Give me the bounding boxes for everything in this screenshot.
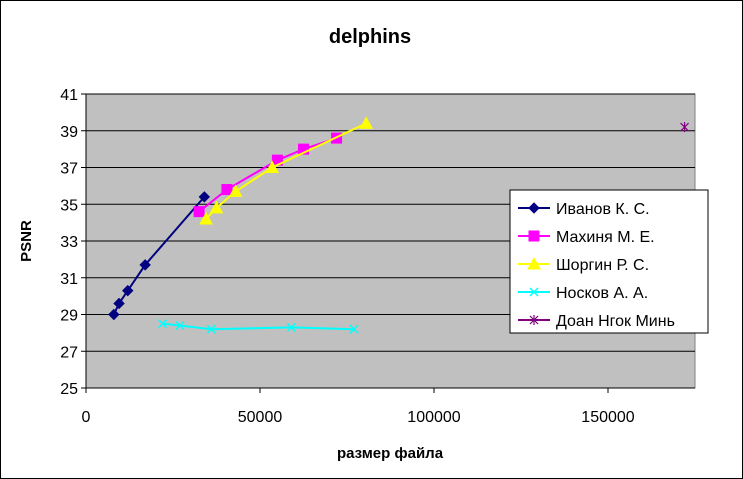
legend-marker xyxy=(528,230,540,242)
x-tick-label: 50000 xyxy=(238,409,283,426)
legend-marker xyxy=(529,287,539,297)
data-point xyxy=(193,206,205,218)
legend-marker xyxy=(527,256,541,270)
legend-marker xyxy=(528,202,540,214)
y-axis-title: PSNR xyxy=(18,220,35,262)
series-1 xyxy=(108,191,211,321)
x-axis-title: размер файла xyxy=(337,445,444,462)
legend-label: Иванов К. С. xyxy=(556,201,650,218)
data-point xyxy=(265,160,280,173)
data-point xyxy=(113,297,125,310)
data-point xyxy=(199,211,213,225)
legend-label: Махиня М. Е. xyxy=(556,229,655,246)
series-5 xyxy=(680,122,689,133)
y-tick-label: 35 xyxy=(60,197,78,214)
data-point xyxy=(228,184,243,197)
y-axis-ticks: 25 27 29 31 33 35 37 39 41 xyxy=(60,87,86,398)
legend-item: Шоргин Р. С. xyxy=(518,256,649,274)
y-tick-label: 33 xyxy=(60,234,78,251)
data-point xyxy=(221,184,233,196)
legend-item: Махиня М. Е. xyxy=(518,229,655,246)
series-4 xyxy=(158,319,359,334)
data-point xyxy=(175,320,185,331)
y-tick-label: 25 xyxy=(60,381,78,398)
series-3 xyxy=(199,116,373,225)
x-tick-label: 150000 xyxy=(581,409,634,426)
data-point xyxy=(349,324,359,334)
data-point xyxy=(286,322,296,332)
data-point xyxy=(122,284,134,297)
y-tick-label: 41 xyxy=(60,87,78,104)
x-tick-label: 100000 xyxy=(407,409,460,426)
y-tick-label: 31 xyxy=(60,271,78,288)
data-point xyxy=(680,122,689,133)
y-tick-label: 39 xyxy=(60,124,78,141)
data-point xyxy=(158,319,168,329)
x-axis-ticks: 0 50000 100000 150000 xyxy=(82,388,635,426)
legend-marker xyxy=(529,315,539,325)
chart-title: delphins xyxy=(329,26,411,48)
legend: Иванов К. С. Махиня М. Е. Шоргин Р. С. Носк… xyxy=(509,189,709,334)
data-point xyxy=(108,308,120,321)
x-tick-label: 0 xyxy=(82,409,91,426)
data-point xyxy=(139,259,151,271)
y-tick-label: 37 xyxy=(60,161,78,178)
data-point xyxy=(298,143,309,155)
y-tick-label: 29 xyxy=(60,308,78,325)
legend-label: Шоргин Р. С. xyxy=(556,257,649,274)
data-point xyxy=(359,116,373,129)
legend-label: Доан Нгок Минь xyxy=(556,313,675,330)
legend-item: Иванов К. С. xyxy=(518,201,650,218)
series-layer xyxy=(108,116,689,334)
legend-item: Доан Нгок Минь xyxy=(518,313,675,330)
legend-label: Носков А. А. xyxy=(556,285,648,302)
data-point xyxy=(209,200,224,214)
data-point xyxy=(198,191,211,203)
legend-box xyxy=(509,189,709,334)
data-point xyxy=(206,324,216,334)
y-tick-label: 27 xyxy=(60,344,78,361)
legend-item: Носков А. А. xyxy=(518,285,648,302)
